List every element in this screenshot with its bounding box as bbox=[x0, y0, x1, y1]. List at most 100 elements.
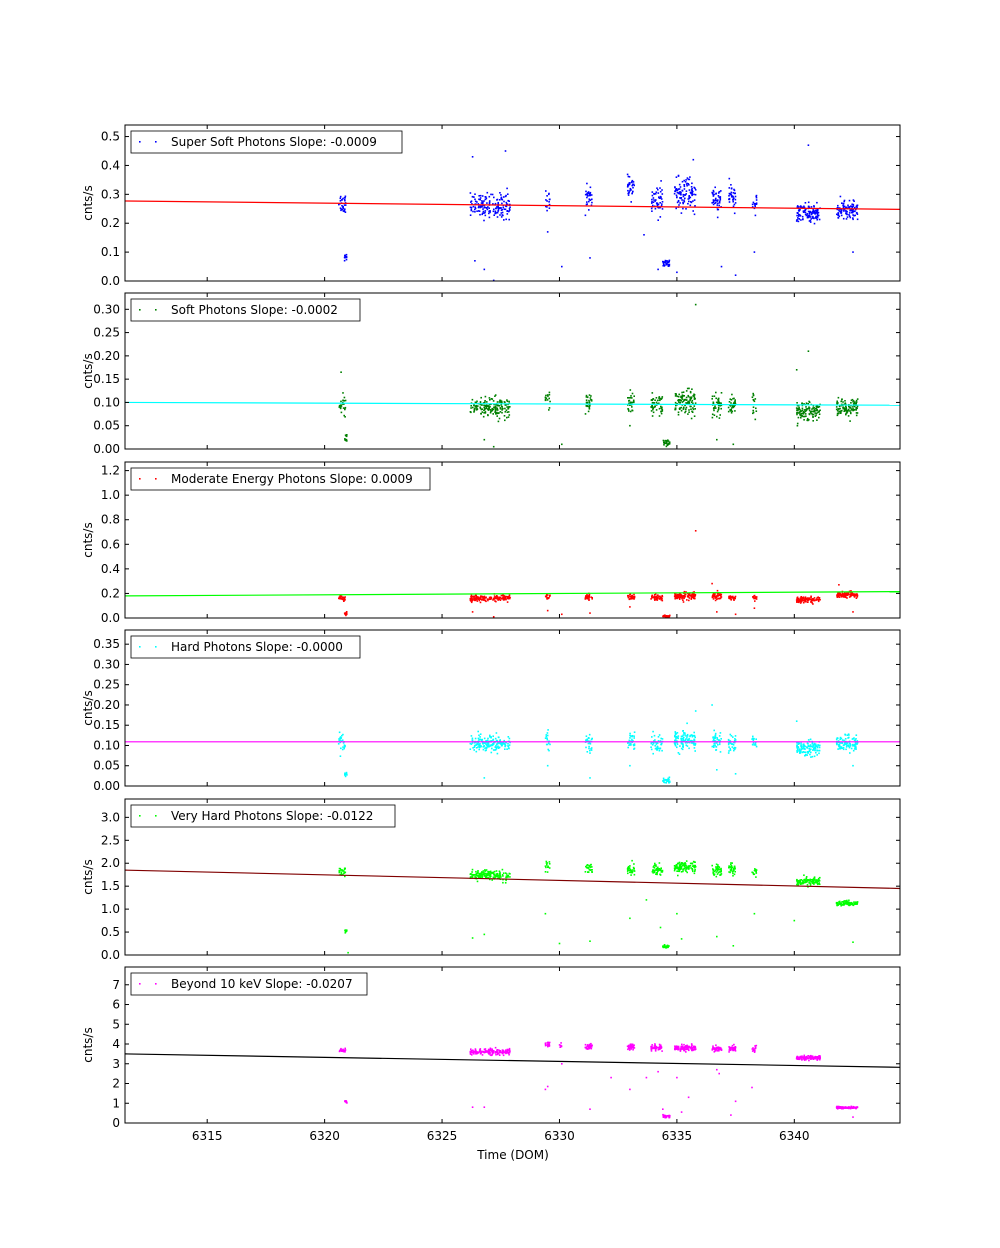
data-point bbox=[546, 734, 549, 737]
data-point bbox=[589, 743, 592, 745]
data-point bbox=[816, 754, 818, 756]
data-point bbox=[544, 1044, 547, 1047]
data-point bbox=[718, 417, 721, 419]
data-point bbox=[341, 869, 343, 871]
legend-box bbox=[130, 298, 361, 322]
data-point bbox=[813, 597, 816, 599]
data-point bbox=[684, 734, 686, 736]
data-point bbox=[728, 595, 731, 598]
data-point bbox=[799, 602, 802, 604]
data-point bbox=[713, 593, 716, 595]
data-point bbox=[478, 745, 480, 747]
data-point bbox=[689, 176, 691, 178]
data-point bbox=[674, 407, 677, 410]
data-point bbox=[666, 260, 669, 262]
data-point bbox=[342, 873, 344, 876]
data-point bbox=[495, 406, 497, 408]
data-point bbox=[342, 742, 345, 744]
data-point bbox=[755, 738, 757, 740]
legend-label: Very Hard Photons Slope: -0.0122 bbox=[171, 809, 373, 823]
data-point bbox=[650, 598, 652, 600]
data-point bbox=[840, 403, 843, 406]
data-point bbox=[716, 200, 719, 202]
data-point bbox=[653, 406, 656, 408]
data-point bbox=[653, 192, 655, 195]
data-point bbox=[682, 870, 684, 873]
data-point bbox=[585, 866, 588, 869]
data-point bbox=[507, 193, 509, 195]
data-point bbox=[711, 191, 713, 194]
data-point bbox=[819, 409, 821, 412]
data-point bbox=[486, 202, 488, 204]
data-point bbox=[588, 733, 591, 736]
data-point bbox=[545, 860, 548, 863]
data-point bbox=[842, 744, 845, 746]
data-point bbox=[548, 201, 550, 203]
data-point bbox=[659, 202, 661, 204]
data-point bbox=[496, 206, 498, 208]
data-point bbox=[731, 746, 734, 748]
data-point bbox=[691, 411, 694, 413]
data-point bbox=[845, 746, 848, 748]
data-point bbox=[837, 740, 840, 742]
data-point bbox=[506, 213, 509, 215]
outlier-point bbox=[483, 933, 486, 936]
data-point bbox=[480, 595, 482, 598]
data-point bbox=[473, 599, 475, 601]
data-point bbox=[796, 749, 798, 752]
data-point bbox=[627, 189, 629, 192]
data-point bbox=[591, 201, 593, 204]
data-point bbox=[810, 601, 812, 603]
data-point bbox=[661, 203, 663, 205]
data-point bbox=[752, 596, 755, 598]
data-point bbox=[815, 744, 817, 747]
data-point bbox=[712, 596, 715, 598]
data-point bbox=[586, 1044, 589, 1047]
data-point bbox=[676, 746, 678, 749]
data-point bbox=[716, 738, 719, 741]
data-point bbox=[633, 870, 636, 872]
data-point bbox=[675, 393, 677, 396]
data-point bbox=[799, 748, 801, 750]
data-point bbox=[341, 598, 344, 601]
point-cluster-4 bbox=[544, 593, 551, 600]
data-point bbox=[732, 406, 734, 409]
data-point bbox=[688, 197, 691, 200]
point-cluster-4 bbox=[544, 729, 551, 752]
data-point bbox=[730, 743, 733, 745]
point-cluster-1 bbox=[337, 731, 346, 757]
data-point bbox=[589, 1045, 592, 1048]
data-point bbox=[627, 183, 630, 186]
point-cluster-2 bbox=[344, 434, 348, 442]
data-point bbox=[588, 745, 590, 748]
data-point bbox=[505, 409, 508, 411]
data-point bbox=[819, 876, 821, 879]
data-point bbox=[693, 593, 695, 596]
data-point bbox=[491, 407, 493, 410]
data-point bbox=[852, 400, 855, 402]
y-tick-label: 0.30 bbox=[93, 302, 120, 316]
data-point bbox=[502, 1054, 505, 1057]
data-point bbox=[684, 181, 687, 183]
data-point bbox=[720, 392, 723, 394]
data-point bbox=[796, 748, 799, 751]
data-point bbox=[492, 599, 494, 601]
data-point bbox=[802, 411, 805, 413]
data-point bbox=[804, 596, 807, 598]
data-point bbox=[678, 183, 681, 186]
point-cluster-12 bbox=[751, 735, 758, 748]
data-point bbox=[717, 195, 720, 197]
data-point bbox=[343, 259, 346, 262]
data-point bbox=[656, 596, 659, 599]
data-point bbox=[479, 197, 482, 199]
data-point bbox=[816, 879, 819, 882]
data-point bbox=[676, 201, 679, 204]
data-point bbox=[494, 874, 497, 877]
data-point bbox=[544, 396, 547, 399]
data-point bbox=[340, 1047, 342, 1050]
data-point bbox=[733, 405, 736, 408]
legend: Hard Photons Slope: -0.0000 bbox=[130, 635, 361, 659]
data-point bbox=[807, 886, 809, 888]
data-point bbox=[842, 207, 845, 209]
data-point bbox=[663, 614, 666, 617]
